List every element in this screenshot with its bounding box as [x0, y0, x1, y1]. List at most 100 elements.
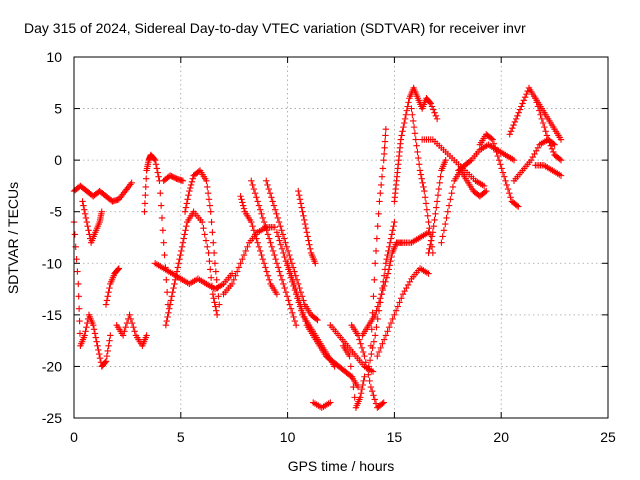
series-sat-s	[339, 342, 368, 411]
data-point	[510, 156, 518, 164]
data-point	[415, 154, 422, 162]
data-point	[539, 119, 547, 127]
data-point	[427, 237, 435, 244]
y-tick-label: -10	[42, 255, 62, 271]
data-point	[200, 225, 207, 232]
data-point	[489, 136, 496, 143]
data-point	[239, 202, 247, 209]
series-sat-aj	[532, 162, 565, 179]
data-point	[366, 377, 373, 385]
data-point	[438, 239, 445, 246]
data-point	[490, 140, 498, 147]
data-point	[377, 299, 384, 306]
data-point	[351, 394, 358, 401]
data-point	[260, 218, 268, 226]
data-point	[103, 297, 111, 304]
data-point	[442, 220, 449, 228]
data-point	[202, 237, 210, 244]
data-point	[348, 373, 356, 380]
data-point	[128, 179, 135, 187]
data-point	[281, 284, 288, 292]
data-point	[275, 264, 282, 271]
series-sat-u	[327, 321, 377, 375]
data-point	[537, 111, 544, 118]
data-point	[291, 317, 299, 325]
data-point	[182, 227, 189, 234]
data-point	[141, 200, 149, 207]
data-point	[240, 205, 248, 212]
data-point	[403, 107, 410, 114]
data-point	[183, 200, 190, 207]
data-point	[259, 214, 267, 222]
data-point	[273, 260, 281, 267]
data-point	[289, 276, 296, 283]
data-point	[378, 173, 386, 180]
data-point	[80, 202, 87, 209]
series-sat-t	[348, 321, 387, 411]
data-point	[212, 268, 220, 275]
data-point	[96, 350, 103, 358]
data-point	[266, 189, 274, 197]
data-point	[242, 247, 249, 255]
y-tick-label: 10	[46, 49, 62, 65]
data-point	[264, 181, 271, 189]
data-point	[208, 282, 216, 290]
data-point	[500, 173, 508, 180]
data-point	[367, 383, 375, 391]
data-point	[248, 177, 255, 184]
data-point	[292, 284, 299, 292]
data-point	[550, 148, 557, 156]
data-point	[499, 169, 507, 176]
data-point	[380, 278, 387, 286]
data-point	[359, 381, 366, 389]
data-point	[494, 152, 501, 160]
data-point	[370, 293, 377, 300]
data-point	[283, 293, 291, 300]
data-point	[74, 268, 81, 275]
data-point	[239, 199, 246, 206]
data-point	[232, 272, 239, 279]
data-point	[368, 350, 375, 358]
data-point	[466, 157, 474, 165]
data-point	[278, 227, 285, 234]
data-point	[426, 99, 434, 106]
data-point	[204, 189, 212, 197]
data-point	[268, 194, 275, 201]
grid-layer	[74, 57, 608, 418]
data-point	[411, 130, 419, 137]
data-point	[207, 274, 215, 281]
data-point	[384, 270, 392, 277]
data-point	[173, 268, 181, 275]
data-point	[276, 268, 283, 275]
data-point	[169, 288, 176, 296]
data-point	[178, 243, 186, 250]
data-point	[532, 95, 539, 102]
data-point	[387, 235, 395, 242]
data-point	[257, 206, 264, 213]
data-point	[409, 117, 417, 125]
data-point	[412, 136, 419, 143]
y-tick-label: -15	[42, 307, 62, 323]
data-point	[449, 183, 457, 191]
data-point	[368, 326, 375, 333]
data-point	[263, 177, 270, 184]
data-point	[430, 106, 437, 113]
data-point	[551, 141, 558, 148]
data-point	[107, 332, 114, 339]
data-point	[207, 208, 214, 215]
data-point	[386, 262, 393, 269]
series-sat-ad	[438, 167, 490, 246]
x-tick-label: 5	[177, 429, 185, 445]
series-sat-l	[237, 193, 281, 298]
data-point	[448, 189, 455, 197]
data-point	[371, 332, 379, 339]
data-point	[83, 218, 91, 226]
data-point	[432, 112, 440, 119]
data-point	[511, 118, 519, 126]
data-point	[385, 247, 392, 255]
series-sat-f	[141, 151, 172, 308]
x-tick-label: 20	[493, 429, 509, 445]
data-point	[235, 264, 243, 271]
series-sat-af	[476, 131, 522, 210]
data-point	[244, 243, 251, 250]
